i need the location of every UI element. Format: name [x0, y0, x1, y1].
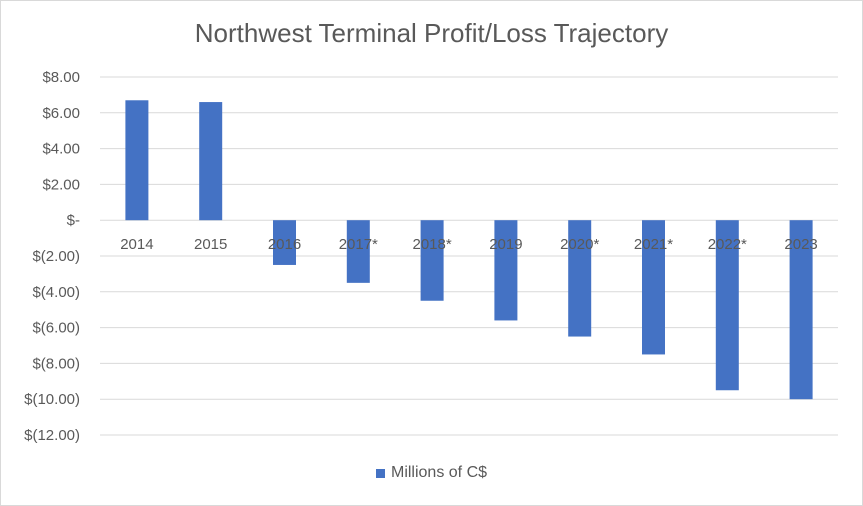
x-tick-label: 2016	[268, 236, 301, 253]
bar-2019	[494, 220, 518, 321]
y-tick-label: $-	[67, 212, 80, 229]
x-tick-label: 2018*	[412, 236, 451, 253]
y-tick-label: $(10.00)	[24, 391, 80, 408]
y-tick-label: $(2.00)	[32, 248, 80, 265]
y-tick-label: $6.00	[42, 105, 80, 122]
bar-2023	[789, 220, 813, 400]
y-tick-label: $(12.00)	[24, 427, 80, 444]
x-tick-label: 2020*	[560, 236, 599, 253]
bar-2022-star	[715, 220, 739, 391]
bar-2015	[199, 102, 223, 221]
legend: Millions of C$	[0, 464, 863, 482]
bar-2020-star	[568, 220, 592, 337]
y-tick-label: $2.00	[42, 176, 80, 193]
x-tick-label: 2017*	[339, 236, 378, 253]
y-tick-label: $(6.00)	[32, 320, 80, 337]
bar-2021-star	[642, 220, 665, 355]
y-tick-label: $8.00	[42, 69, 80, 86]
y-tick-label: $(8.00)	[32, 355, 80, 372]
x-tick-label: 2019	[489, 236, 522, 253]
chart-title: Northwest Terminal Profit/Loss Trajector…	[194, 18, 669, 48]
bar-2018-star	[420, 220, 444, 301]
x-tick-label: 2022*	[708, 236, 747, 253]
bar-2017-star	[346, 220, 370, 283]
y-tick-label: $4.00	[42, 141, 80, 158]
bar-2016	[273, 220, 296, 265]
x-tick-label: 2021*	[634, 236, 673, 253]
x-tick-label: 2015	[194, 236, 227, 253]
y-axis-tick-labels: $8.00 $6.00 $4.00 $2.00 $- $(2.00) $(4.00) $(6.…	[24, 69, 80, 444]
bar-2014	[125, 100, 149, 221]
gridlines	[100, 76, 838, 436]
x-tick-label: 2023	[784, 236, 817, 253]
legend-swatch	[375, 468, 385, 478]
x-axis-tick-labels: 2014 2015 2016 2017* 2018* 2019 2020* 2021* 2022…	[120, 236, 818, 253]
y-tick-label: $(4.00)	[32, 284, 80, 301]
legend-label: Millions of C$	[390, 464, 488, 481]
bars	[125, 100, 813, 400]
x-tick-label: 2014	[120, 236, 153, 253]
